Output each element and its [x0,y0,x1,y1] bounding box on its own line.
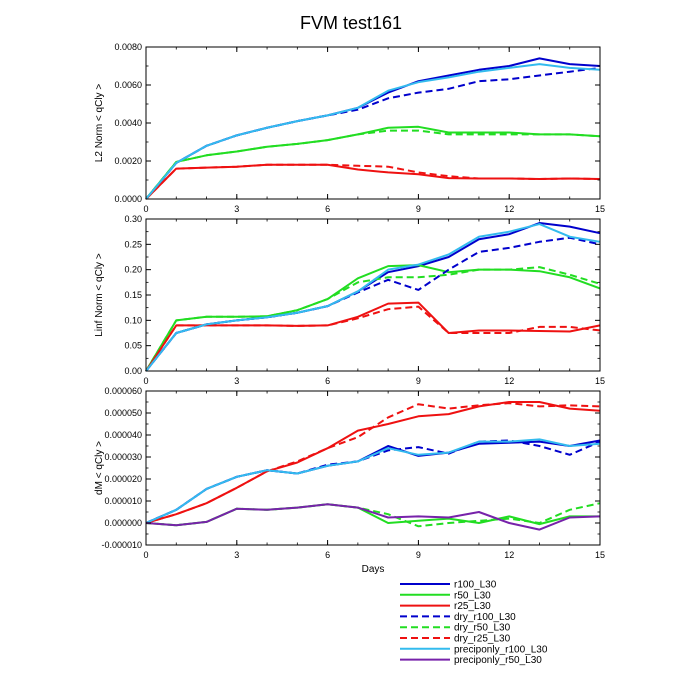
y-axis-label: L2 Norm < qCly > [94,84,105,163]
y-tick-label: 0.0020 [114,156,142,166]
x-tick-label: 6 [325,550,330,560]
series-line-dry-r100-L30 [145,439,601,524]
y-tick-label: 0.10 [124,315,142,325]
legend-label: dry_r100_L30 [454,612,516,623]
y-tick-label: -0.000010 [101,540,142,550]
x-tick-label: 15 [595,376,605,386]
legend-item-dry-r100-L30: dry_r100_L30 [400,612,516,623]
x-axis-label: Days [362,564,385,575]
y-tick-label: 0.000050 [104,408,142,418]
series-line-dry-r25-L30 [145,305,601,372]
plot-frame [145,218,601,372]
y-tick-label: 0.25 [124,239,142,249]
x-tick-label: 0 [143,376,148,386]
legend-item-dry-r50-L30: dry_r50_L30 [400,623,511,634]
y-tick-label: 0.000020 [104,474,142,484]
legend-label: dry_r50_L30 [454,623,511,634]
x-tick-label: 12 [504,550,514,560]
series-line-r50-L30 [145,503,600,527]
series-line-preciponly-r100-L30 [145,63,601,200]
panel-1: 0 3 6 9 12 15 0.0000 0.0020 0.0040 0.0060 0.0080 L2… [94,42,605,214]
y-tick-label: 0.20 [124,265,142,275]
y-tick-label: 0.0000 [114,194,142,204]
x-tick-label: 12 [504,376,514,386]
series-line-dry-r100-L30 [145,66,601,200]
series-line-r25-L30 [145,163,601,200]
series-line-dry-r25-L30 [145,402,601,524]
x-tick-label: 9 [416,204,421,214]
x-tick-label: 6 [325,376,330,386]
y-tick-label: 0.00 [124,366,142,376]
y-tick-label: 0.0060 [114,80,142,90]
chart-title: FVM test161 [300,13,402,33]
y-tick-label: 0.000060 [104,386,142,396]
legend-item-preciponly-r100-L30: preciponly_r100_L30 [400,644,548,655]
y-tick-label: 0.0080 [114,42,142,52]
legend-label: r50_L30 [454,590,491,601]
y-tick-label: 0.000000 [104,518,142,528]
series-line-preciponly-r100-L30 [145,223,601,372]
y-axis-label: Linf Norm < qCly > [94,253,105,337]
legend-label: preciponly_r50_L30 [454,655,542,666]
x-tick-label: 9 [416,376,421,386]
y-tick-label: 0.05 [124,341,142,351]
x-tick-label: 15 [595,204,605,214]
legend-label: preciponly_r100_L30 [454,644,548,655]
series-group [145,222,601,372]
panel-2: 0 3 6 9 12 15 0.00 0.05 0.10 0.15 0.20 0.25 0.30 Linf… [94,214,605,386]
legend-item-preciponly-r50-L30: preciponly_r50_L30 [400,655,542,666]
x-tick-label: 3 [234,550,239,560]
series-line-dry-r100-L30 [145,236,601,372]
series-group [145,57,601,200]
legend-item-r50-L30: r50_L30 [400,590,491,601]
series-line-dry-r25-L30 [145,163,601,200]
x-tick-label: 0 [143,550,148,560]
y-tick-label: 0.000010 [104,496,142,506]
plot-frame [145,46,601,200]
series-line-r100-L30 [145,222,601,372]
legend-label: r25_L30 [454,601,491,612]
x-tick-label: 9 [416,550,421,560]
y-tick-label: 0.0040 [114,118,142,128]
series-line-dry-r50-L30 [145,266,601,372]
y-tick-label: 0.000040 [104,430,142,440]
x-tick-label: 15 [595,550,605,560]
legend-label: r100_L30 [454,580,497,591]
legend-item-r100-L30: r100_L30 [400,580,497,591]
series-line-r100-L30 [145,439,601,524]
x-tick-label: 0 [143,204,148,214]
panel-3: 0 3 6 9 12 15 -0.000010 0.000000 0.000010 0.00002… [94,386,605,575]
legend: r100_L30r50_L30r25_L30dry_r100_L30dry_r5… [400,580,548,666]
series-line-r50-L30 [145,125,601,200]
x-tick-label: 3 [234,376,239,386]
x-tick-label: 3 [234,204,239,214]
series-line-dry-r50-L30 [145,129,601,200]
y-tick-label: 0.15 [124,290,142,300]
legend-item-dry-r25-L30: dry_r25_L30 [400,634,511,645]
legend-item-r25-L30: r25_L30 [400,601,491,612]
x-tick-label: 12 [504,204,514,214]
y-tick-label: 0.30 [124,214,142,224]
series-group [145,401,601,531]
series-line-preciponly-r100-L30 [145,438,601,524]
series-line-preciponly-r50-L30 [145,503,601,531]
legend-label: dry_r25_L30 [454,634,511,645]
series-line-r25-L30 [145,401,601,524]
y-axis-label: dM < qCly > [94,441,105,495]
y-tick-label: 0.000030 [104,452,142,462]
x-tick-label: 6 [325,204,330,214]
